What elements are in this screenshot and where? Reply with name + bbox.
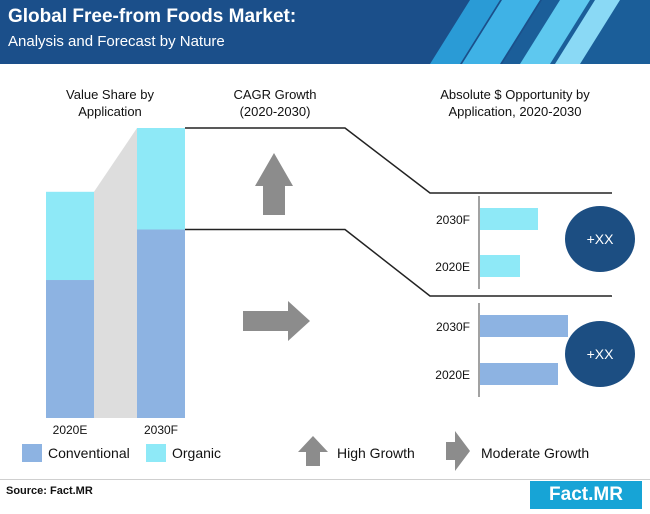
hbar-organic-2020E: [480, 255, 520, 277]
header-stripes: [430, 0, 650, 64]
opportunity-bar-chart: 2030F 2020E 2030F 2020E: [435, 196, 568, 397]
hbar-label-organic-2030F: 2030F: [436, 213, 470, 227]
legend-conventional-label: Conventional: [48, 445, 130, 461]
opportunity-badge-organic: +XX: [565, 206, 635, 272]
footer-divider: [0, 479, 650, 480]
hbar-organic-2030F: [480, 208, 538, 230]
cagr-heading: CAGR Growth (2020-2030): [233, 87, 317, 119]
growth-shade: [94, 128, 137, 418]
moderate-growth-arrow: [243, 301, 310, 341]
hbar-conventional-2030F: [480, 315, 568, 337]
opportunity-heading: Absolute $ Opportunity by Application, 2…: [440, 87, 590, 119]
page-title: Global Free-from Foods Market:: [8, 6, 297, 27]
bar-label-2020E: 2020E: [53, 423, 88, 437]
connector-organic-top: [185, 127, 612, 194]
legend-high-growth-icon: [298, 436, 328, 466]
stacked-bar-chart: 2020E 2030F: [46, 128, 185, 437]
value-share-heading: Value Share by Application: [66, 87, 154, 119]
connector-conventional-top: [185, 228, 612, 297]
connector-lines: [185, 127, 612, 297]
bar-conventional-2030F: [137, 229, 185, 418]
hbar-label-organic-2020E: 2020E: [435, 260, 470, 274]
hbar-conventional-2020E: [480, 363, 558, 385]
page-subtitle: Analysis and Forecast by Nature: [8, 33, 225, 50]
bar-conventional-2020E: [46, 280, 94, 418]
bar-organic-2020E: [46, 191, 94, 281]
hbar-label-conventional-2030F: 2030F: [436, 320, 470, 334]
legend-moderate-growth-label: Moderate Growth: [481, 445, 590, 461]
legend-conventional-swatch: [22, 444, 42, 462]
legend-organic-swatch: [146, 444, 166, 462]
opportunity-badge-conventional: +XX: [565, 321, 635, 387]
source-note: Source: Fact.MR: [6, 485, 93, 497]
brand-logo: Fact.MR: [530, 481, 642, 509]
legend-high-growth-label: High Growth: [337, 445, 415, 461]
header-banner: Global Free-from Foods Market: Analysis …: [0, 0, 650, 64]
legend-moderate-growth-icon: [446, 431, 470, 471]
high-growth-arrow: [255, 153, 293, 215]
legend-organic-label: Organic: [172, 445, 222, 461]
hbar-label-conventional-2020E: 2020E: [435, 368, 470, 382]
bar-organic-2030F: [137, 128, 185, 230]
bar-label-2030F: 2030F: [144, 423, 178, 437]
